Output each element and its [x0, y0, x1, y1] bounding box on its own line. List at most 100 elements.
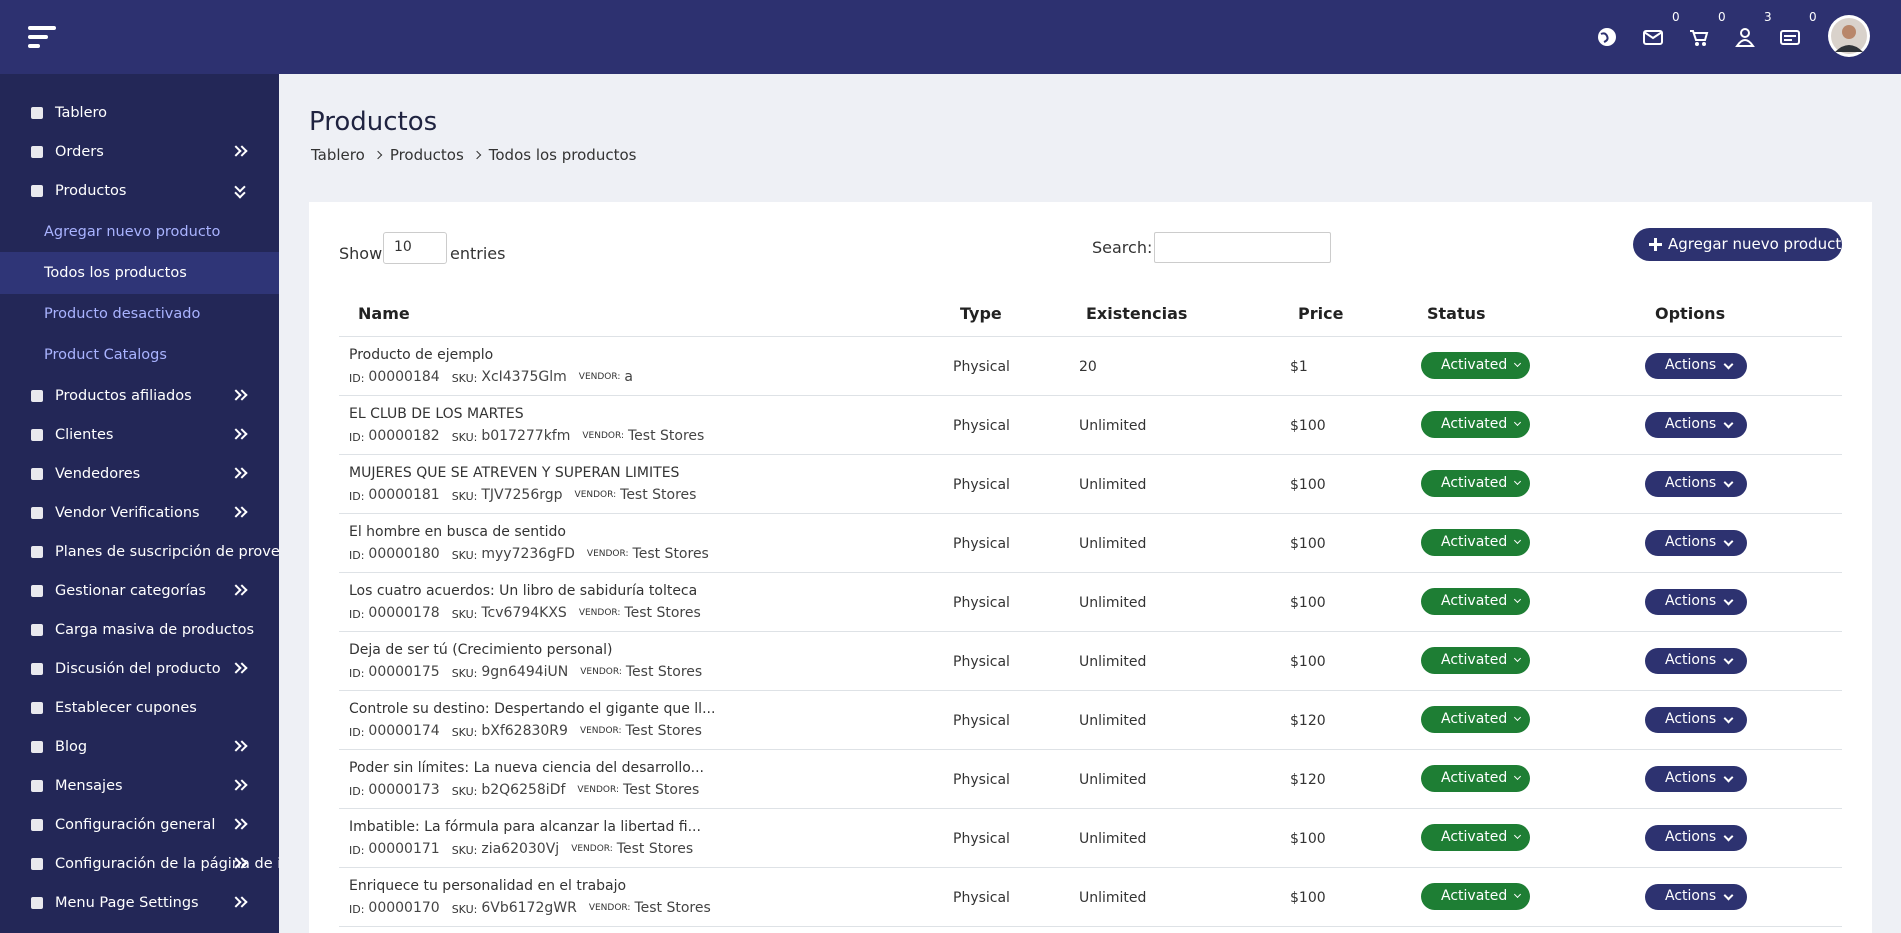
menu-item[interactable]: Vendedores — [55, 466, 141, 482]
status-toggle[interactable]: Activated — [1421, 647, 1530, 674]
menu-item[interactable]: Mensajes — [55, 778, 123, 794]
add-button[interactable]: Agregar nuevo producto — [1633, 228, 1850, 261]
meta-label: VENDOR: — [577, 785, 620, 795]
meta-value: zia62030Vj — [481, 841, 560, 857]
actions-button[interactable]: Actions — [1645, 766, 1747, 792]
breadcrumb[interactable]: Tablero — [311, 146, 365, 164]
caret — [1723, 418, 1734, 429]
menu-item[interactable]: Clientes — [55, 427, 114, 443]
actions-button[interactable]: Actions — [1645, 530, 1747, 556]
menu-item[interactable]: Blog — [55, 739, 88, 755]
status-toggle[interactable]: Activated — [1421, 706, 1530, 733]
actions-label: Actions — [1665, 357, 1717, 373]
actions-button[interactable]: Actions — [1645, 471, 1747, 497]
caret — [1513, 418, 1522, 427]
user-icon[interactable] — [1734, 26, 1756, 48]
status-toggle[interactable]: Activated — [1421, 352, 1530, 379]
product-name[interactable]: Los cuatro acuerdos: Un libro de sabidur… — [349, 583, 698, 599]
status-toggle[interactable]: Activated — [1421, 470, 1530, 497]
actions-label: Actions — [1665, 593, 1717, 609]
globe-icon[interactable] — [1596, 26, 1618, 48]
stock: Unlimited — [1079, 654, 1147, 670]
status-toggle[interactable]: Activated — [1421, 765, 1530, 792]
menu-item[interactable]: Tablero — [55, 105, 108, 121]
product-name[interactable]: Deja de ser tú (Crecimiento personal) — [349, 642, 613, 658]
actions-button[interactable]: Actions — [1645, 707, 1747, 733]
actions-button[interactable]: Actions — [1645, 884, 1747, 910]
menu-item[interactable]: Gestionar categorías — [55, 583, 206, 599]
menu-item[interactable]: Configuración general — [55, 817, 216, 833]
cart-icon[interactable] — [1688, 26, 1710, 48]
meta-label: ID: — [349, 844, 365, 857]
menu-item[interactable]: Orders — [55, 144, 104, 160]
actions-button[interactable]: Actions — [1645, 825, 1747, 851]
top-bar: 0 0 3 0 — [0, 0, 1901, 74]
meta-value: Test Stores — [620, 487, 697, 503]
row-line — [339, 395, 1842, 396]
menu-item[interactable]: Productos afiliados — [55, 388, 192, 404]
submenu-item[interactable]: Todos los productos — [44, 265, 187, 281]
actions-button[interactable]: Actions — [1645, 412, 1747, 438]
meta-value: Test Stores — [624, 605, 701, 621]
product-name[interactable]: Imbatible: La fórmula para alcanzar la l… — [349, 819, 701, 835]
submenu-item[interactable]: Agregar nuevo producto — [44, 224, 221, 240]
meta-value: 00000175 — [368, 664, 440, 680]
meta-label: SKU: — [451, 608, 478, 621]
actions-label: Actions — [1665, 652, 1717, 668]
card-icon[interactable] — [1779, 26, 1801, 48]
avatar[interactable] — [1827, 14, 1871, 58]
menu-item[interactable]: Menu Page Settings — [55, 895, 199, 911]
status-toggle[interactable]: Activated — [1421, 588, 1530, 615]
status-label: Activated — [1441, 475, 1508, 491]
meta-label: VENDOR: — [571, 844, 613, 854]
add-label[interactable]: Agregar nuevo producto — [1668, 235, 1851, 253]
menu-item[interactable]: Planes de suscripción de proveedores — [55, 544, 279, 560]
mail-icon[interactable] — [1642, 26, 1664, 48]
type: Physical — [953, 418, 1010, 434]
menu-toggle[interactable] — [28, 24, 60, 50]
sidebar: Tablero Orders Productos Agregar nuevo prod… — [0, 74, 279, 933]
meta-label: SKU: — [451, 667, 478, 680]
submenu-item[interactable]: Producto desactivado — [44, 306, 201, 322]
caret — [1513, 654, 1522, 663]
menu-item[interactable]: Productos — [55, 183, 127, 199]
product-name[interactable]: Poder sin límites: La nueva ciencia del … — [349, 760, 704, 776]
search-input[interactable] — [1154, 232, 1331, 263]
product-name[interactable]: Enriquece tu personalidad en el trabajo — [349, 878, 627, 894]
meta-value: bXf62830R9 — [481, 723, 568, 739]
stock: Unlimited — [1079, 477, 1147, 493]
submenu-item[interactable]: Product Catalogs — [44, 347, 167, 363]
caret — [1513, 595, 1522, 604]
actions-button[interactable]: Actions — [1645, 353, 1747, 379]
menu-icon — [31, 185, 43, 197]
product-name[interactable]: MUJERES QUE SE ATREVEN Y SUPERAN LIMITES — [349, 465, 680, 481]
product-name[interactable]: El hombre en busca de sentido — [349, 524, 566, 540]
products-card: Show 10 entries Search: Agregar nuevo produc… — [309, 202, 1872, 933]
menu-item[interactable]: Carga masiva de productos — [55, 622, 255, 638]
status-toggle[interactable]: Activated — [1421, 529, 1530, 556]
status-toggle[interactable]: Activated — [1421, 883, 1530, 910]
type: Physical — [953, 536, 1010, 552]
stock: Unlimited — [1079, 713, 1147, 729]
menu-item[interactable]: Vendor Verifications — [55, 505, 200, 521]
actions-button[interactable]: Actions — [1645, 589, 1747, 615]
price: $100 — [1290, 890, 1326, 906]
menu-item[interactable]: Discusión del producto — [55, 661, 221, 677]
status-toggle[interactable]: Activated — [1421, 411, 1530, 438]
product-name[interactable]: Producto de ejemplo — [349, 347, 494, 363]
show-label: Show — [339, 244, 383, 263]
status-label: Activated — [1441, 711, 1508, 727]
menu-item[interactable]: Establecer cupones — [55, 700, 197, 716]
entries-select[interactable]: 10 — [383, 232, 447, 264]
breadcrumb[interactable]: Productos — [389, 146, 464, 164]
status-label: Activated — [1441, 770, 1508, 786]
status-toggle[interactable]: Activated — [1421, 824, 1530, 851]
meta-value: 00000173 — [368, 782, 440, 798]
actions-button[interactable]: Actions — [1645, 648, 1747, 674]
meta-value: b017277kfm — [481, 428, 571, 444]
product-name[interactable]: Controle su destino: Despertando el giga… — [349, 701, 716, 717]
product-name[interactable]: EL CLUB DE LOS MARTES — [349, 406, 524, 422]
plus-v — [1654, 238, 1657, 251]
menu-item[interactable]: Configuración de la página de inicio — [55, 856, 279, 872]
row-line — [339, 454, 1842, 455]
